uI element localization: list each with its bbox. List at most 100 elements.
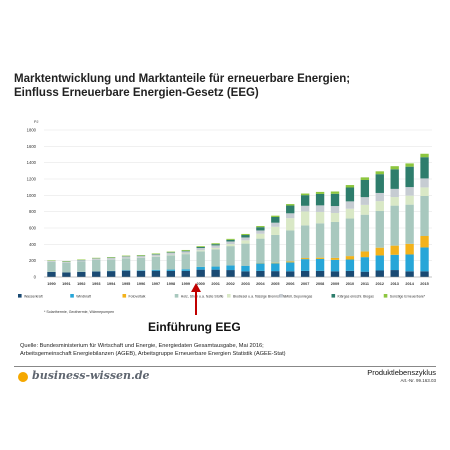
x-tick-label: 1991 <box>62 282 70 286</box>
bar-segment <box>405 254 414 272</box>
legend-label: Müll, Deponiegas <box>285 294 312 298</box>
bar-segment <box>360 251 370 258</box>
bar-segment <box>106 271 116 277</box>
bar-segment <box>166 270 176 278</box>
bar-segment <box>375 174 384 193</box>
bar-segment <box>181 254 190 270</box>
bar-segment <box>271 222 280 227</box>
bar-segment <box>196 247 205 249</box>
brand-dot-icon <box>18 372 28 382</box>
legend-label: Sonstige Erneuerbare* <box>390 294 426 298</box>
bar-segment <box>286 261 295 263</box>
bar-segment <box>315 211 325 224</box>
bar-segment <box>375 255 384 271</box>
bar-segment <box>315 191 325 194</box>
bar-segment <box>196 251 205 267</box>
y-tick-label: 400 <box>29 242 37 247</box>
bar-segment <box>420 271 429 277</box>
bar-segment <box>375 210 384 248</box>
x-tick-label: 2014 <box>405 282 414 286</box>
bar-segment <box>405 243 414 255</box>
bar-segment <box>241 233 250 236</box>
bar-segment <box>256 270 265 278</box>
bar-segment <box>136 270 146 271</box>
bar-segment <box>92 271 101 277</box>
bar-segment <box>286 262 295 272</box>
legend-label: Windkraft <box>76 294 91 298</box>
page-title: Marktentwicklung und Marktanteile für er… <box>14 72 434 100</box>
x-tick-label: 2010 <box>346 282 354 286</box>
legend-label: Fotovoltaik <box>129 294 146 298</box>
bar-segment <box>196 248 205 251</box>
bar-segment <box>345 185 355 188</box>
footer: business-wissen.de Produktlebenszyklus A… <box>14 366 436 387</box>
x-tick-label: 1995 <box>122 282 130 286</box>
bar-segment <box>300 205 310 212</box>
bar-segment <box>315 258 325 271</box>
bar-segment <box>315 205 325 212</box>
title-line-2: Einfluss Erneuerbare Energien-Gesetz (EE… <box>14 87 259 99</box>
bar-segment <box>390 166 399 170</box>
bar-segment <box>151 270 161 277</box>
bar-segment <box>106 257 116 260</box>
bar-segment <box>181 253 190 255</box>
legend-label: Klärgas einschl. Biogas <box>338 294 375 298</box>
y-axis-unit: PJ <box>34 120 39 124</box>
bar-segment <box>151 254 161 257</box>
legend-swatch <box>279 294 283 298</box>
bar-segment <box>196 246 205 248</box>
legend-swatch <box>174 294 179 298</box>
bar-segment <box>211 243 220 245</box>
bar-segment <box>181 251 190 254</box>
bar-segment <box>226 239 235 242</box>
x-tick-label: 1997 <box>152 282 160 286</box>
x-tick-label: 2007 <box>301 282 309 286</box>
bar-segment <box>211 245 220 248</box>
x-tick-label: 1990 <box>47 282 55 286</box>
bar-segment <box>405 163 414 167</box>
bar-segment <box>77 260 86 262</box>
bar-segment <box>256 230 265 234</box>
source-line-1: Quelle: Bundesministerium für Wirtschaft… <box>20 343 264 349</box>
chart-axes: PJ 0 200 400 600 800 1000 1200 1400 1600 1800 1990 1… <box>27 120 432 286</box>
x-tick-label: 2015 <box>420 282 428 286</box>
bar-segment <box>360 177 370 180</box>
bar-segment <box>121 270 131 277</box>
bar-segment <box>271 215 280 217</box>
x-tick-label: 2011 <box>361 282 369 286</box>
bar-segment <box>375 192 384 202</box>
bar-segment <box>106 259 116 271</box>
bar-segment <box>405 187 414 196</box>
brand-logo[interactable]: business-wissen.de <box>32 369 150 382</box>
bar-segment <box>300 195 310 206</box>
bar-segment <box>420 178 429 188</box>
bar-segment <box>345 187 355 202</box>
x-tick-label: 1998 <box>167 282 175 286</box>
bar-segment <box>360 204 370 215</box>
bar-segment <box>330 206 340 213</box>
bar-segment <box>226 265 235 271</box>
bar-segment <box>256 233 265 239</box>
bar-segment <box>271 216 280 223</box>
bar-segment <box>390 270 399 277</box>
bar-segment <box>256 226 265 228</box>
bar-segment <box>271 262 280 264</box>
bar-segment <box>345 218 355 257</box>
y-tick-label: 0 <box>34 275 37 280</box>
eeg-arrow <box>191 283 201 315</box>
bar-segment <box>196 266 205 270</box>
bar-segment <box>211 249 220 267</box>
x-tick-label: 2000 <box>196 282 204 286</box>
legend-label: Biodiesel u.a. flüssige Brennstoffe <box>233 294 286 298</box>
y-tick-label: 1200 <box>27 177 37 182</box>
bar-segment <box>390 245 399 255</box>
bar-segment <box>390 188 399 198</box>
bar-segment <box>405 271 414 277</box>
bar-segment <box>226 270 235 277</box>
bar-segment <box>420 187 429 196</box>
bar-segment <box>420 236 429 248</box>
source-line-2: Arbeitsgemeinschaft Energiebilanzen (AGE… <box>20 350 286 357</box>
bar-segment <box>330 191 340 194</box>
bar-segment <box>62 272 71 277</box>
y-tick-label: 200 <box>29 258 37 263</box>
